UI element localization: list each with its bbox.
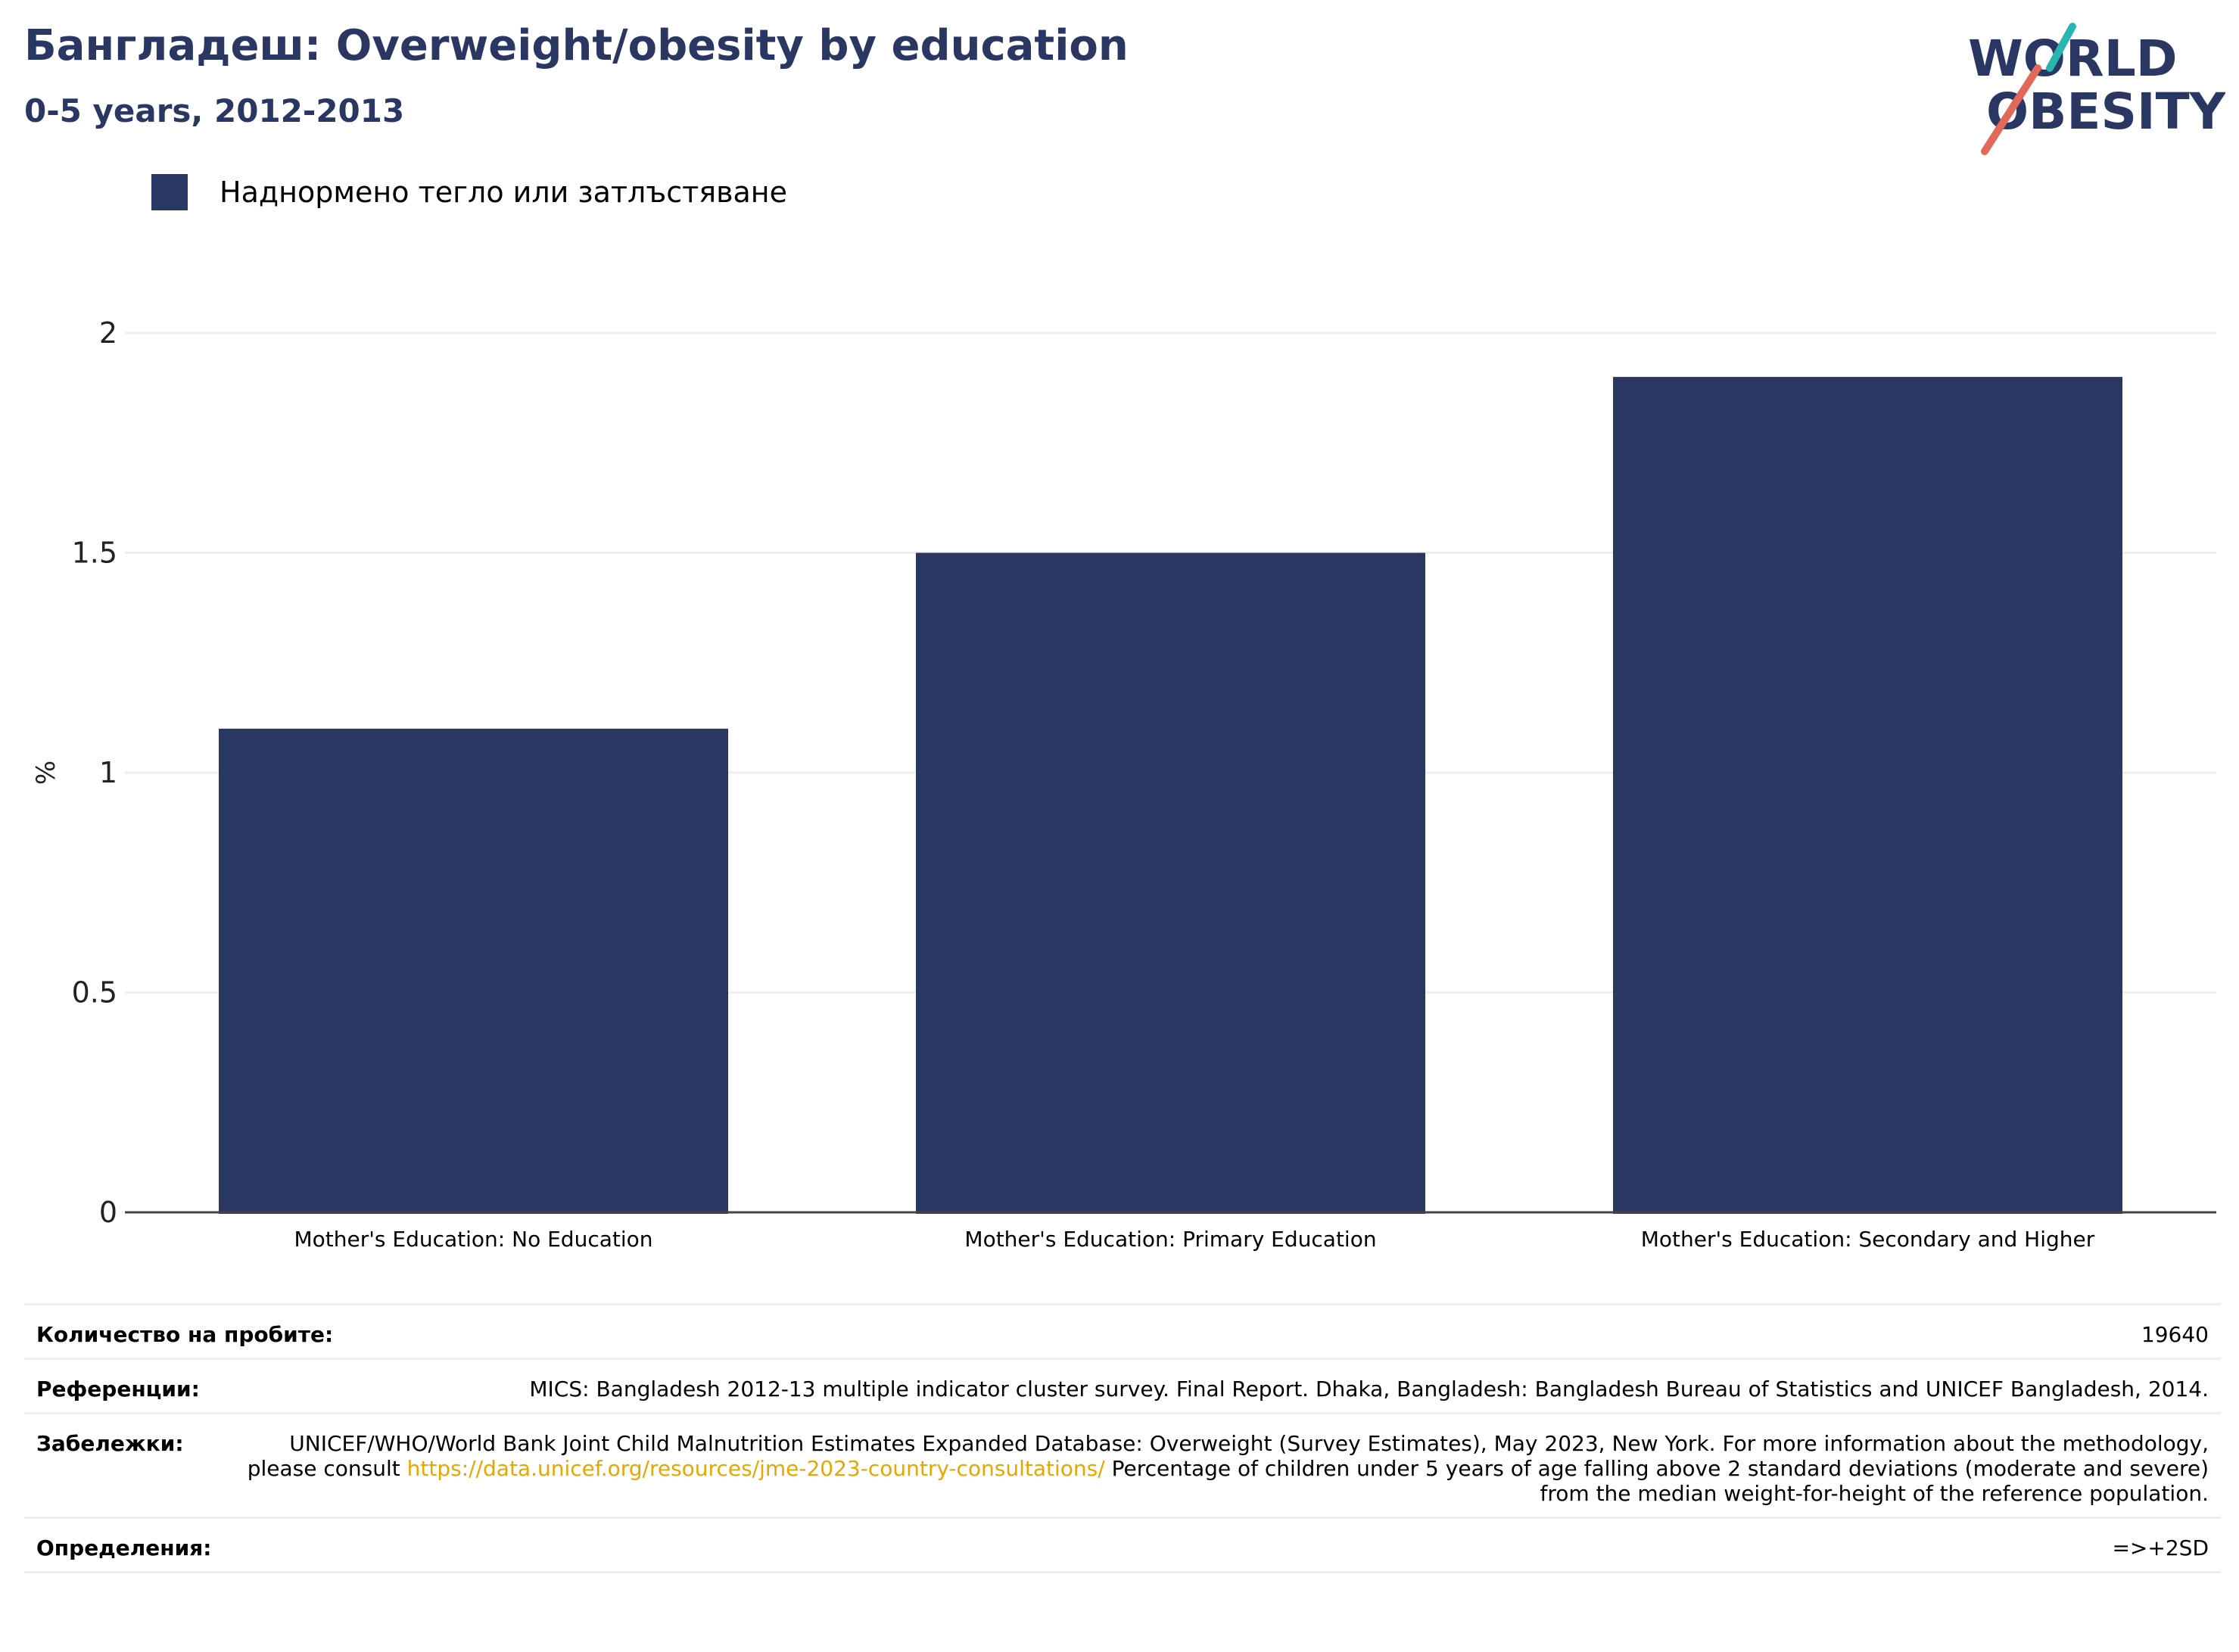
logo-coral-slash: [1981, 64, 2041, 155]
y-tick-label: 1: [99, 756, 117, 789]
y-axis-label: %: [31, 761, 61, 785]
y-tick-label: 0.5: [72, 976, 117, 1010]
y-tick-label: 2: [99, 316, 117, 350]
y-tick-label: 1.5: [72, 537, 117, 570]
notes-text-after: Percentage of children under 5 years of …: [1104, 1456, 2209, 1507]
notes-text-before: UNICEF/WHO/World Bank Joint Child Malnut…: [247, 1431, 2209, 1482]
legend-label: Наднормено тегло или затлъстяване: [220, 176, 787, 209]
logo-teal-slash: [2046, 23, 2076, 72]
sample-size-value: 19640: [2141, 1322, 2209, 1347]
bar: [1613, 377, 2122, 1215]
references-value: MICS: Bangladesh 2012-13 multiple indica…: [529, 1377, 2209, 1402]
bar: [916, 552, 1425, 1214]
info-row-references: Референции: MICS: Bangladesh 2012-13 mul…: [24, 1358, 2221, 1412]
x-tick-label: Mother's Education: Primary Education: [964, 1227, 1376, 1252]
x-tick-label: Mother's Education: No Education: [294, 1227, 652, 1252]
definitions-value: =>+2SD: [2112, 1535, 2209, 1561]
chart-legend: Наднормено тегло или затлъстяване: [151, 174, 787, 210]
y-tick-label: 0: [99, 1196, 117, 1229]
notes-label: Забележки:: [36, 1431, 184, 1457]
bar: [219, 728, 728, 1214]
sample-size-label: Количество на пробите:: [36, 1322, 334, 1347]
bar-chart: 0 0.5 1 1.5 2% Mother's Education: No Educati…: [31, 316, 2216, 1252]
info-table: Количество на пробите: 19640 Референции:…: [24, 1303, 2221, 1574]
x-tick-label: Mother's Education: Secondary and Higher: [1641, 1227, 2095, 1252]
info-row-definitions: Определения: =>+2SD: [24, 1517, 2221, 1574]
info-row-notes: Забележки: UNICEF/WHO/World Bank Joint C…: [24, 1412, 2221, 1517]
logo-text-world: WORLD: [1968, 30, 2178, 88]
definitions-label: Определения:: [36, 1535, 212, 1561]
notes-value: UNICEF/WHO/World Bank Joint Child Malnut…: [229, 1431, 2209, 1506]
chart-title: Бангладеш: Overweight/obesity by educati…: [24, 21, 1129, 70]
info-row-sample-size: Количество на пробите: 19640: [24, 1303, 2221, 1358]
chart-subtitle: 0-5 years, 2012-2013: [24, 92, 405, 129]
legend-swatch: [151, 174, 188, 210]
methodology-link[interactable]: https://data.unicef.org/resources/jme-20…: [406, 1456, 1105, 1482]
references-label: Референции:: [36, 1377, 200, 1402]
world-obesity-logo: WORLD OBESITY: [1968, 23, 2225, 155]
